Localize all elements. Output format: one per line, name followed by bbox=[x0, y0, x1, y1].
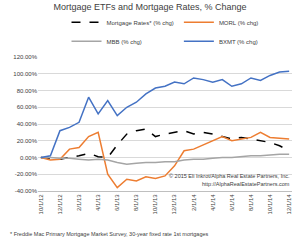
svg-text:BXMT (% chg): BXMT (% chg) bbox=[219, 39, 258, 45]
svg-text:10/1/14: 10/1/14 bbox=[267, 194, 273, 215]
svg-text:12/1/14: 12/1/14 bbox=[286, 194, 292, 215]
svg-text:-20.00%: -20.00% bbox=[15, 171, 38, 177]
svg-text:120.00%: 120.00% bbox=[13, 54, 37, 60]
svg-text:4/1/13: 4/1/13 bbox=[95, 194, 101, 211]
svg-text:80.00%: 80.00% bbox=[17, 88, 38, 94]
svg-text:60.00%: 60.00% bbox=[17, 104, 38, 110]
svg-text:100.00%: 100.00% bbox=[13, 71, 37, 77]
svg-text:0.00%: 0.00% bbox=[20, 155, 38, 161]
svg-text:8/1/14: 8/1/14 bbox=[248, 194, 254, 211]
svg-text:20.00%: 20.00% bbox=[17, 138, 38, 144]
svg-text:http://AlphaRealEstatePartners: http://AlphaRealEstatePartners.com bbox=[202, 181, 290, 187]
svg-text:6/1/13: 6/1/13 bbox=[114, 194, 120, 211]
svg-text:2/1/14: 2/1/14 bbox=[191, 194, 197, 211]
svg-text:2/1/13: 2/1/13 bbox=[76, 194, 82, 211]
svg-text:12/1/12: 12/1/12 bbox=[57, 194, 63, 215]
svg-text:MBB (% chg): MBB (% chg) bbox=[107, 39, 142, 45]
svg-text:40.00%: 40.00% bbox=[17, 121, 38, 127]
svg-text:12/1/13: 12/1/13 bbox=[172, 194, 178, 215]
svg-text:* Freddie Mac Primary Mortgage: * Freddie Mac Primary Mortgage Market Su… bbox=[10, 231, 209, 237]
svg-text:8/1/13: 8/1/13 bbox=[133, 194, 139, 211]
svg-text:© 2015 Eli Inkrot/Alpha Real E: © 2015 Eli Inkrot/Alpha Real Estate Part… bbox=[169, 173, 290, 179]
svg-text:MORL (% chg): MORL (% chg) bbox=[219, 20, 258, 26]
svg-text:-40.00%: -40.00% bbox=[15, 188, 38, 194]
svg-text:Mortgage ETFs and Mortgage Rat: Mortgage ETFs and Mortgage Rates, % Chan… bbox=[53, 2, 246, 12]
svg-text:10/1/13: 10/1/13 bbox=[152, 194, 158, 215]
svg-text:4/1/14: 4/1/14 bbox=[210, 194, 216, 211]
svg-text:6/1/14: 6/1/14 bbox=[229, 194, 235, 211]
svg-text:10/1/12: 10/1/12 bbox=[38, 194, 44, 215]
svg-text:Mortgage Rates* (% chg): Mortgage Rates* (% chg) bbox=[107, 20, 174, 26]
